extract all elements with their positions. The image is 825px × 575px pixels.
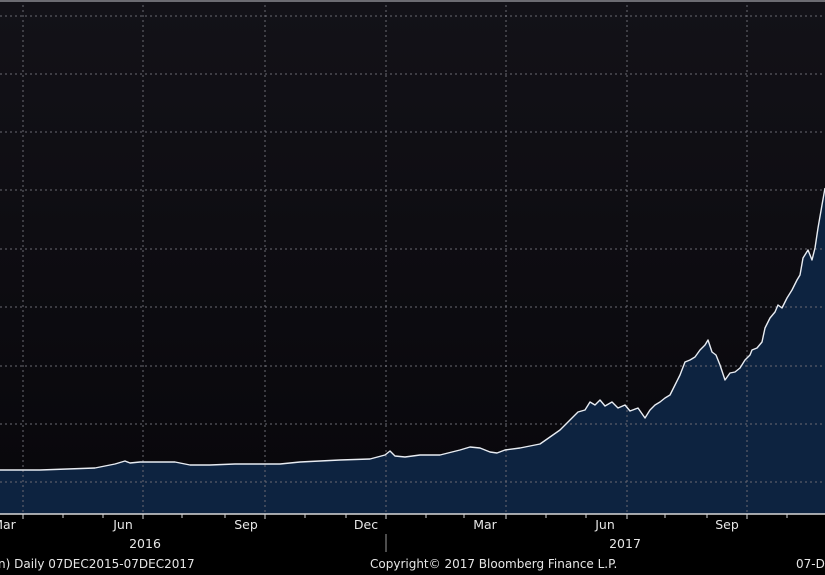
x-tick-label-jun-2017: Jun <box>595 517 615 532</box>
x-tick-label-sep-2017: Sep <box>715 517 739 532</box>
x-axis-ticks <box>22 514 788 519</box>
vertical-gridlines <box>22 0 748 514</box>
footer-range-text: n) Daily 07DEC2015-07DEC2017 <box>0 557 195 571</box>
year-label-2016: 2016 <box>129 536 161 551</box>
x-tick-label-mar-2017: Mar <box>473 517 497 532</box>
footer-copyright: Copyright© 2017 Bloomberg Finance L.P. <box>370 557 618 571</box>
x-tick-label-mar-2016: Mar <box>0 517 16 532</box>
price-area-fill <box>0 188 825 514</box>
x-tick-label-jun-2016: Jun <box>113 517 133 532</box>
footer-date: 07-D <box>796 557 825 571</box>
x-tick-label-sep-2016: Sep <box>234 517 258 532</box>
x-tick-label-dec-2016: Dec <box>353 517 379 532</box>
price-line <box>0 187 825 471</box>
year-label-2017: 2017 <box>609 536 641 551</box>
